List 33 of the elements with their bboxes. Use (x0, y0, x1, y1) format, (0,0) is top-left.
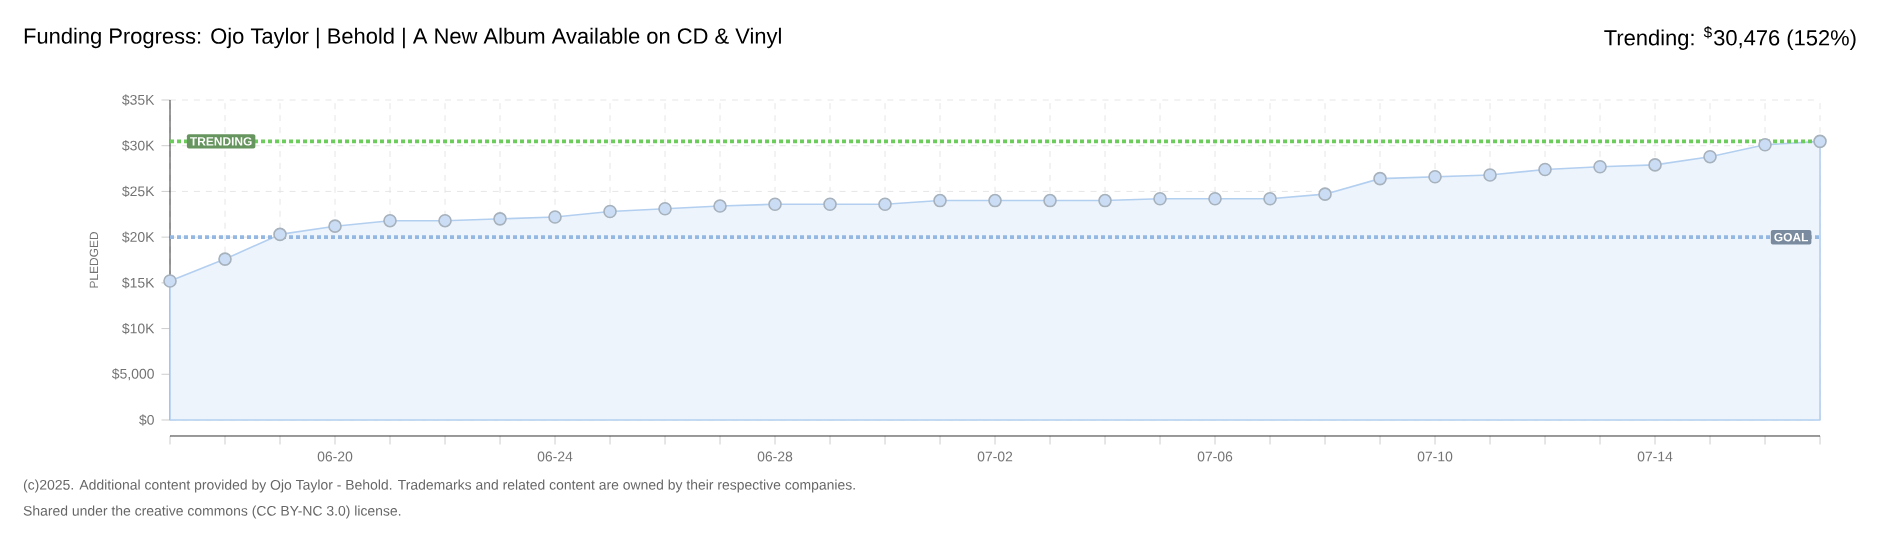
point (1318, 187, 1332, 201)
point (768, 197, 782, 212)
chart-subtitle: Trending: $^{$}$30,476 (152%) (1604, 26, 1856, 50)
point (1538, 162, 1552, 177)
point (823, 197, 837, 212)
point (1648, 158, 1662, 172)
point (548, 210, 562, 224)
point (1428, 170, 1442, 184)
point (1098, 193, 1112, 208)
point (878, 197, 892, 212)
point (438, 213, 452, 228)
point (493, 212, 507, 226)
point (1208, 191, 1222, 206)
point (383, 213, 397, 228)
point (1703, 149, 1717, 164)
point (328, 219, 342, 233)
point (1153, 191, 1167, 206)
chart-title: Funding Progress: Ojo Taylor | Behold | A New Album Available on CD & Vinyl (24, 27, 781, 49)
point (1813, 134, 1827, 149)
point (1483, 168, 1497, 182)
point (1593, 159, 1607, 174)
point (933, 193, 947, 208)
point (988, 193, 1002, 208)
point (163, 274, 177, 288)
point (273, 227, 287, 242)
point (1373, 171, 1387, 186)
point (1263, 191, 1277, 206)
point (1043, 193, 1057, 208)
point (1758, 138, 1772, 152)
point (713, 199, 727, 213)
point (658, 202, 672, 216)
point (218, 252, 232, 266)
point (603, 204, 617, 219)
